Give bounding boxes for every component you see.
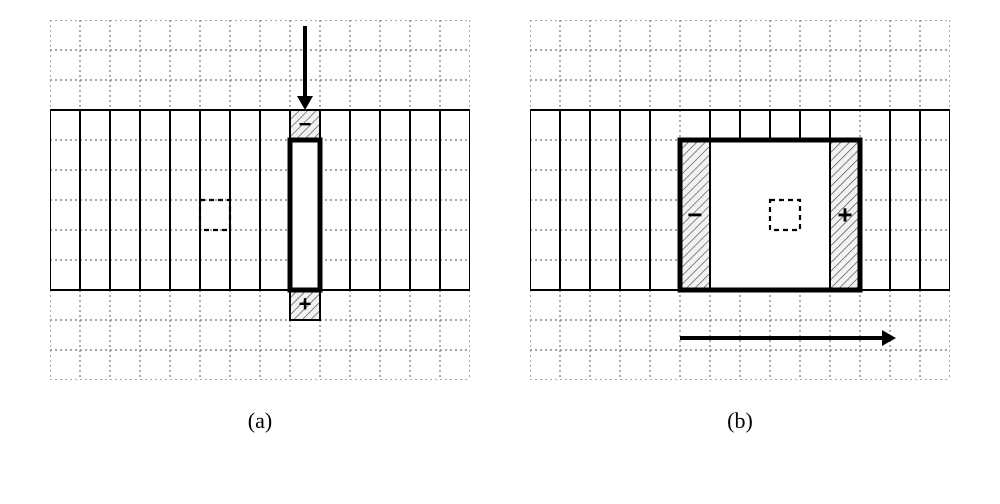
svg-text:−: −: [687, 199, 702, 229]
svg-text:−: −: [299, 112, 312, 137]
panel-b-svg: −+: [530, 20, 950, 380]
caption-b: (b): [727, 408, 753, 434]
panel-b: −+ (b): [530, 20, 950, 434]
caption-a: (a): [248, 408, 272, 434]
panel-a: −+ (a): [50, 20, 470, 434]
svg-text:+: +: [837, 199, 852, 229]
figure-container: −+ (a) −+ (b): [50, 20, 950, 434]
svg-text:+: +: [299, 292, 312, 317]
panel-a-svg: −+: [50, 20, 470, 380]
panels-row: −+ (a) −+ (b): [50, 20, 950, 434]
